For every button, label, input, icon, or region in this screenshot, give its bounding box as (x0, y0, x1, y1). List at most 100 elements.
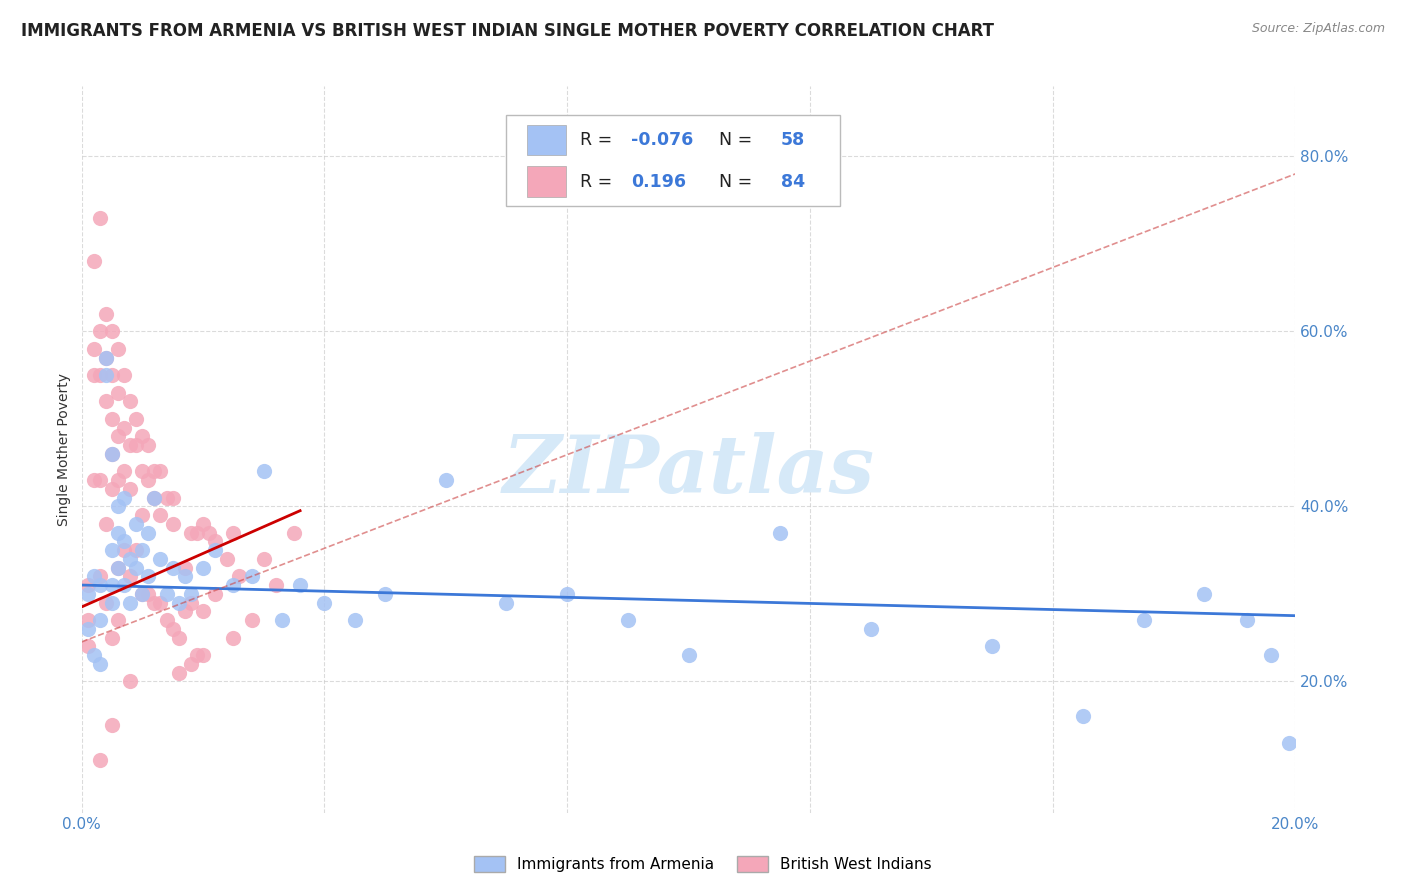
Point (101, 368, 124, 382)
Point (253, 464, 276, 478)
Point (1260, 648, 1282, 662)
Point (167, 596, 190, 610)
Point (186, 525, 208, 540)
Point (617, 613, 640, 627)
Point (162, 491, 184, 505)
Point (112, 368, 135, 382)
Point (83, 648, 105, 662)
Point (107, 342, 129, 356)
Point (107, 429, 129, 443)
Text: 84: 84 (780, 173, 804, 191)
Point (143, 596, 166, 610)
Point (101, 718, 124, 732)
Point (1132, 613, 1154, 627)
Point (112, 464, 135, 478)
Point (191, 560, 214, 574)
Text: -0.076: -0.076 (631, 131, 693, 149)
Point (270, 613, 292, 627)
FancyBboxPatch shape (506, 115, 841, 206)
Point (101, 412, 124, 426)
Point (107, 525, 129, 540)
Point (120, 394, 142, 409)
Point (101, 596, 124, 610)
Point (1278, 735, 1301, 749)
Point (155, 587, 177, 601)
Point (112, 578, 135, 592)
Point (217, 551, 239, 566)
Point (120, 596, 142, 610)
Point (138, 569, 160, 583)
FancyBboxPatch shape (527, 167, 567, 197)
Point (94, 368, 117, 382)
Point (83, 569, 105, 583)
Point (167, 631, 190, 645)
Point (125, 516, 148, 531)
Point (89, 569, 111, 583)
Point (76, 640, 98, 654)
Point (120, 569, 142, 583)
Point (678, 648, 700, 662)
Point (83, 254, 105, 268)
Point (149, 508, 172, 522)
Point (264, 578, 287, 592)
Point (155, 613, 177, 627)
Point (173, 569, 195, 583)
Point (94, 307, 117, 321)
Point (173, 604, 195, 618)
Point (131, 587, 153, 601)
Text: IMMIGRANTS FROM ARMENIA VS BRITISH WEST INDIAN SINGLE MOTHER POVERTY CORRELATION: IMMIGRANTS FROM ARMENIA VS BRITISH WEST … (21, 22, 994, 40)
Point (107, 613, 129, 627)
Point (112, 543, 135, 558)
Point (131, 543, 153, 558)
Point (288, 578, 311, 592)
Point (198, 525, 221, 540)
Point (125, 560, 148, 574)
Point (228, 569, 250, 583)
Point (107, 560, 129, 574)
Text: N =: N = (709, 131, 758, 149)
Point (314, 596, 336, 610)
Text: N =: N = (709, 173, 758, 191)
Point (1071, 709, 1094, 723)
Point (112, 491, 135, 505)
Point (768, 525, 790, 540)
Point (859, 622, 882, 636)
Point (101, 447, 124, 461)
Point (89, 324, 111, 338)
Point (253, 551, 276, 566)
Point (76, 578, 98, 592)
Point (131, 508, 153, 522)
Point (94, 394, 117, 409)
FancyBboxPatch shape (527, 125, 567, 155)
Point (222, 525, 245, 540)
Point (89, 473, 111, 487)
Point (162, 516, 184, 531)
Point (180, 525, 202, 540)
Legend: Immigrants from Armenia, British West Indians: Immigrants from Armenia, British West In… (467, 848, 939, 880)
Point (89, 211, 111, 225)
Point (204, 534, 226, 549)
Point (180, 596, 202, 610)
Point (434, 473, 457, 487)
Point (222, 578, 245, 592)
Point (101, 482, 124, 496)
Point (101, 578, 124, 592)
Point (76, 613, 98, 627)
Point (222, 631, 245, 645)
Point (138, 473, 160, 487)
Point (131, 464, 153, 478)
Point (155, 491, 177, 505)
Point (101, 543, 124, 558)
Point (94, 351, 117, 365)
Point (1194, 587, 1216, 601)
Point (120, 438, 142, 452)
Point (89, 613, 111, 627)
Point (131, 429, 153, 443)
Point (981, 640, 1004, 654)
Point (162, 622, 184, 636)
Point (120, 482, 142, 496)
Point (240, 569, 263, 583)
Point (191, 604, 214, 618)
Point (101, 324, 124, 338)
Point (94, 351, 117, 365)
